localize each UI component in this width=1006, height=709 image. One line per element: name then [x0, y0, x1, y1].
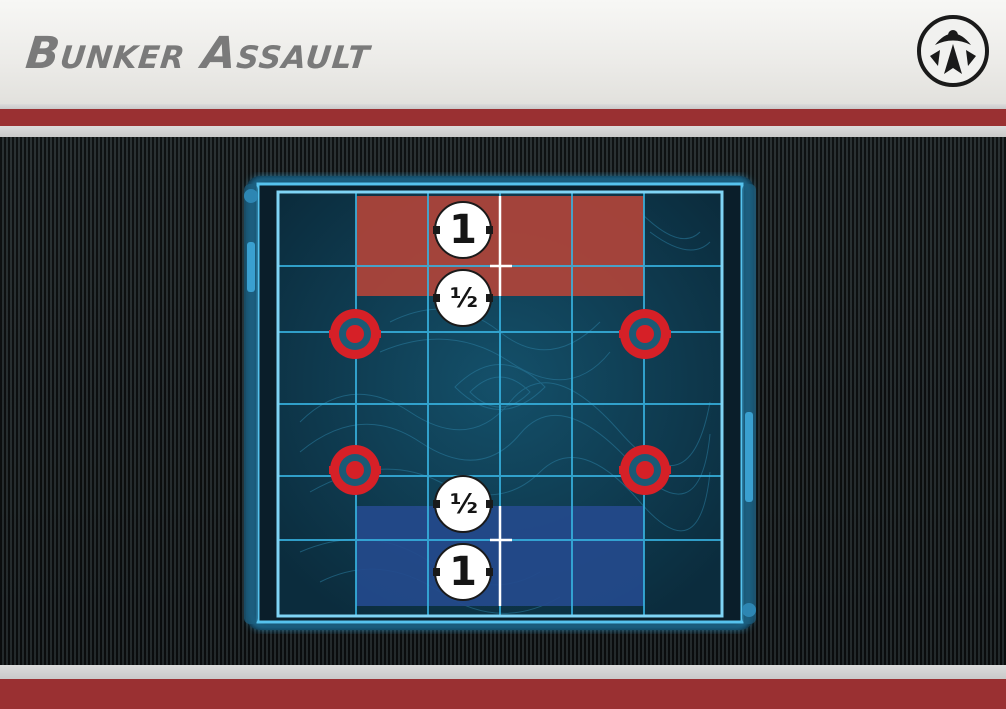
objective-target-icon: [619, 445, 671, 495]
range-ruler-bottom: [490, 506, 512, 606]
battlefield-map: 1 ½ ½ 1: [240, 172, 760, 634]
objective-target-icon: [329, 309, 381, 359]
header-divider: [0, 104, 1006, 109]
footer-red-band: [0, 679, 1006, 709]
range-badges: [434, 201, 492, 601]
battlefield-map-graphic: [244, 176, 756, 630]
card-header: Bunker Assault: [0, 0, 1006, 104]
range-badge-notches: [433, 226, 493, 576]
header-grey-band: [0, 126, 1006, 137]
objective-target-icon: [619, 309, 671, 359]
objective-target-icon: [329, 445, 381, 495]
card-title: Bunker Assault: [23, 28, 373, 79]
range-ruler-top: [490, 196, 512, 296]
header-red-band: [0, 109, 1006, 126]
rebel-alliance-crest-icon: [917, 15, 989, 87]
footer-grey-band: [0, 665, 1006, 679]
